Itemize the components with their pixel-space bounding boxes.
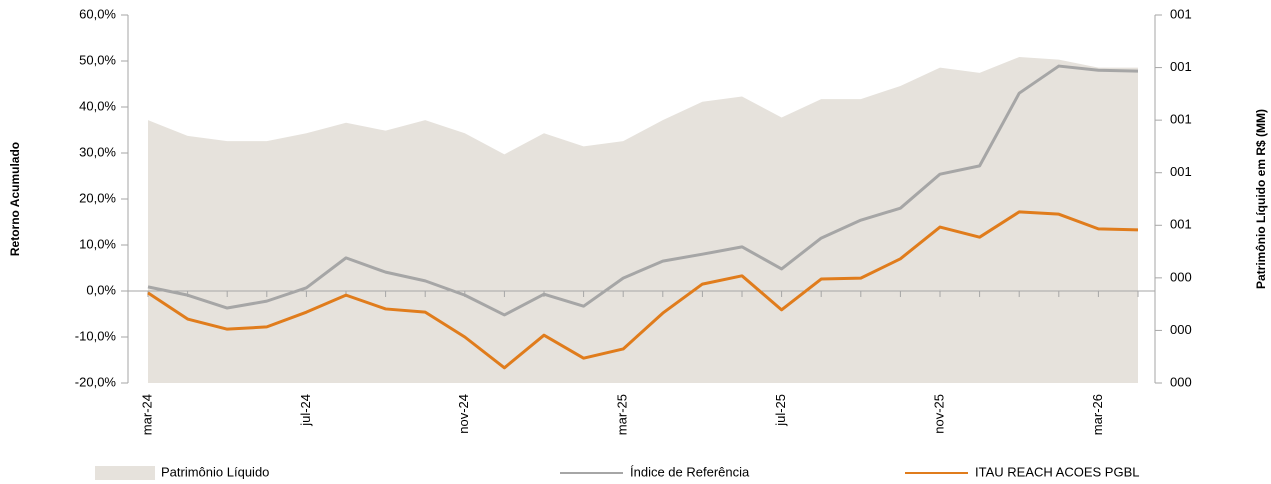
line xyxy=(147,210,1139,370)
line xyxy=(147,64,1139,317)
y2-tick-label: 001 xyxy=(1170,164,1192,179)
legend-label: Índice de Referência xyxy=(630,464,750,479)
y2-tick-label: 000 xyxy=(1170,269,1192,284)
x-tick-label: mar-25 xyxy=(615,394,630,435)
y-tick-label: 30,0% xyxy=(79,144,116,159)
y-tick-label: 10,0% xyxy=(79,236,116,251)
y-tick-label: 40,0% xyxy=(79,98,116,113)
x-tick-label: nov-24 xyxy=(456,394,471,434)
x-tick-label: nov-25 xyxy=(931,394,946,434)
y-tick-label: 60,0% xyxy=(79,6,116,21)
y2-tick-label: 000 xyxy=(1170,374,1192,389)
area xyxy=(148,57,1138,384)
x-tick-label: mar-26 xyxy=(1090,394,1105,435)
y-tick-label: 0,0% xyxy=(86,282,116,297)
y-tick-label: -20,0% xyxy=(75,374,117,389)
y-tick-label: -10,0% xyxy=(75,328,117,343)
y-tick-label: 50,0% xyxy=(79,52,116,67)
y2-tick-label: 001 xyxy=(1170,217,1192,232)
legend-label: ITAU REACH ACOES PGBL xyxy=(975,464,1139,479)
y2-tick-label: 001 xyxy=(1170,6,1192,21)
x-tick-label: jul-25 xyxy=(773,394,788,427)
y-axis-title: Retorno Acumulado xyxy=(8,142,22,256)
x-tick-label: mar-24 xyxy=(139,394,154,435)
y-tick-label: 20,0% xyxy=(79,190,116,205)
y2-tick-label: 001 xyxy=(1170,59,1192,74)
legend-swatch xyxy=(95,466,155,480)
y2-tick-label: 000 xyxy=(1170,322,1192,337)
y2-tick-label: 001 xyxy=(1170,112,1192,127)
y2-axis-title: Patrimônio Líquido em R$ (MM) xyxy=(1254,109,1268,289)
x-tick-label: jul-24 xyxy=(298,394,313,427)
legend-label: Patrimônio Líquido xyxy=(161,464,269,479)
